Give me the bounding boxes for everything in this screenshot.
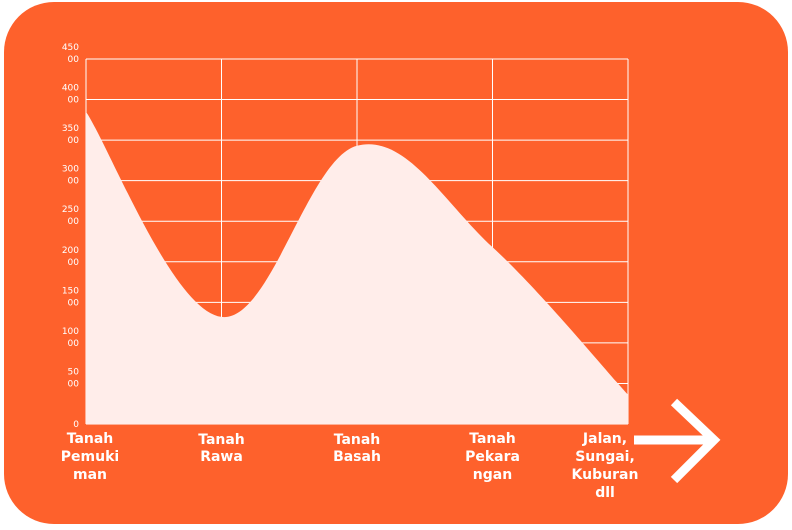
x-tick-label: Jalan, Sungai, Kuburan dll	[572, 431, 639, 501]
y-tick-label: 350 00	[62, 124, 79, 146]
y-tick-label: 50 00	[68, 367, 80, 389]
y-tick-label: 400 00	[62, 84, 79, 106]
y-tick-label: 150 00	[62, 286, 79, 308]
y-tick-label: 0	[73, 420, 79, 430]
y-tick-label: 200 00	[62, 246, 79, 268]
y-tick-label: 100 00	[62, 327, 79, 349]
arrow-right-icon	[634, 398, 721, 484]
y-tick-label: 300 00	[62, 165, 79, 187]
x-tick-label: Tanah Pekara ngan	[465, 431, 520, 483]
x-tick-label: Tanah Rawa	[198, 432, 245, 465]
area-series	[86, 111, 628, 424]
x-axis-ticks: Tanah Pemuki man Tanah Rawa Tanah Basah Tanah Pe…	[61, 431, 639, 501]
y-tick-label: 250 00	[62, 205, 79, 227]
y-axis-ticks: 0 50 00 100 00 150 00 200 00 250 00 300 00 350 00 400 00…	[62, 43, 79, 430]
x-tick-label: Tanah Pemuki man	[61, 431, 119, 483]
y-tick-label: 450 00	[62, 43, 79, 65]
x-tick-label: Tanah Basah	[333, 432, 381, 465]
